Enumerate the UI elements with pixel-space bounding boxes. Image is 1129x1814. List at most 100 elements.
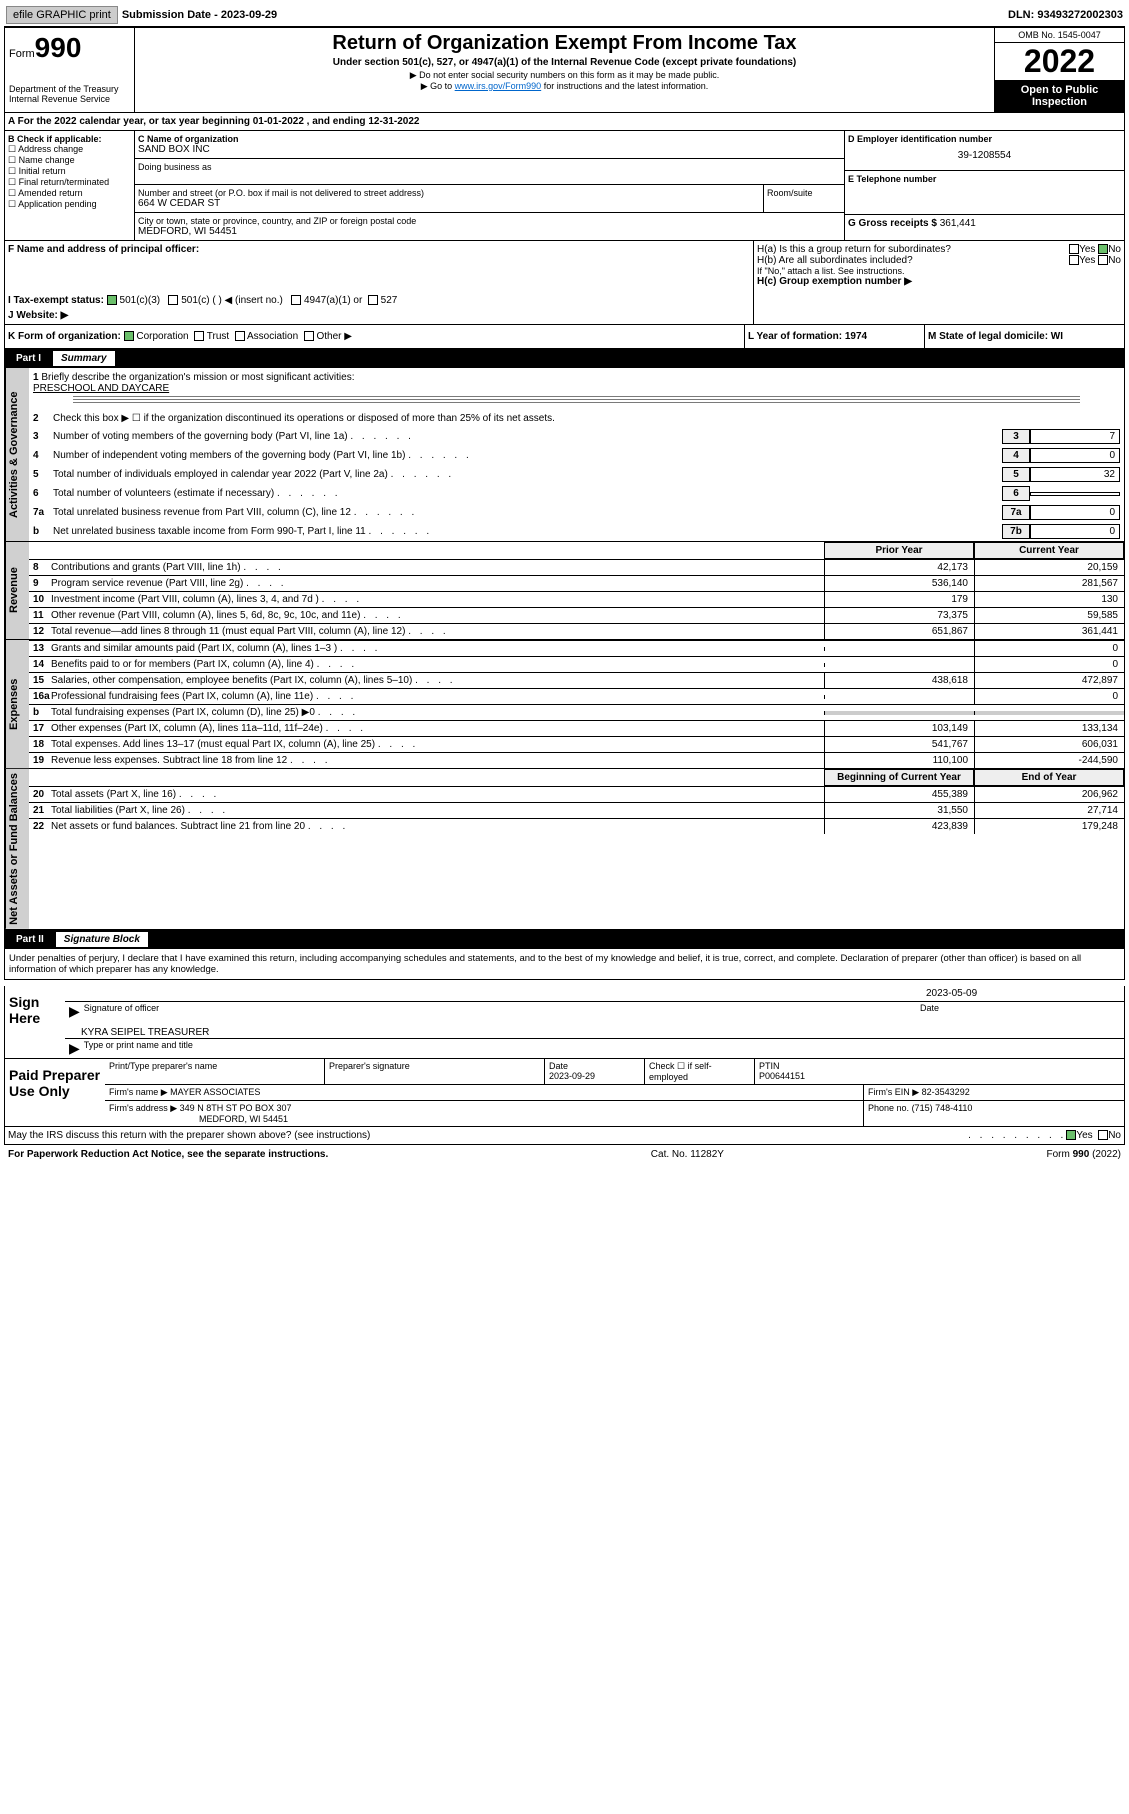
line16a-cy: 0 [974,689,1124,704]
chk-discuss-yes[interactable] [1066,1130,1076,1140]
gross-receipts-label: G Gross receipts $ [848,218,937,229]
chk-hb-yes[interactable] [1069,255,1079,265]
chk-ha-yes[interactable] [1069,244,1079,254]
lineb-text: Total fundraising expenses (Part IX, col… [49,705,824,720]
ein-label: D Employer identification number [848,134,1121,144]
line20-text: Total assets (Part X, line 16) . . . . [49,787,824,802]
line3-text: Number of voting members of the governin… [53,431,1002,442]
line9-text: Program service revenue (Part VIII, line… [49,576,824,591]
lineb-text: Net unrelated business taxable income fr… [53,526,1002,537]
line12-py: 651,867 [824,624,974,639]
state-domicile: M State of legal domicile: WI [924,325,1124,348]
prep-sig-label: Preparer's signature [325,1059,545,1084]
line9-cy: 281,567 [974,576,1124,591]
box-b: B Check if applicable: ☐ Address change … [5,131,135,240]
line16a-py [824,695,974,699]
sig-officer-label: Signature of officer [84,1003,920,1020]
vtab-revenue: Revenue [5,542,29,639]
tax-year: 2022 [995,43,1124,80]
row-klm: K Form of organization: Corporation Trus… [4,325,1125,349]
hb-note: If "No," attach a list. See instructions… [757,266,1121,276]
lineb-value: 0 [1030,524,1120,539]
line13-py [824,647,974,651]
chk-final-return[interactable]: ☐ Final return/terminated [8,177,131,188]
city-value: MEDFORD, WI 54451 [138,226,841,237]
chk-4947[interactable] [291,295,301,305]
ein-value: 39-1208554 [848,144,1121,167]
line6-value [1030,492,1120,496]
street-value: 664 W CEDAR ST [138,198,760,209]
line15-cy: 472,897 [974,673,1124,688]
section-governance: Activities & Governance 1 Briefly descri… [4,368,1125,542]
line8-text: Contributions and grants (Part VIII, lin… [49,560,824,575]
line14-py [824,663,974,667]
chk-assoc[interactable] [235,331,245,341]
line18-py: 541,767 [824,737,974,752]
submission-date: Submission Date - 2023-09-29 [122,9,277,21]
line5-value: 32 [1030,467,1120,482]
firm-phone: (715) 748-4110 [912,1103,973,1113]
line5-text: Total number of individuals employed in … [53,469,1002,480]
chk-name-change[interactable]: ☐ Name change [8,155,131,166]
footer-mid: Cat. No. 11282Y [328,1149,1046,1160]
irs-label: Internal Revenue Service [9,94,130,104]
discuss-row: May the IRS discuss this return with the… [4,1127,1125,1145]
vtab-netassets: Net Assets or Fund Balances [5,769,29,929]
officer-name: KYRA SEIPEL TREASURER [65,1021,1124,1038]
chk-hb-no[interactable] [1098,255,1108,265]
chk-527[interactable] [368,295,378,305]
line9-py: 536,140 [824,576,974,591]
line1-label: Briefly describe the organization's miss… [41,372,354,383]
line1-num: 1 [33,372,39,383]
preparer-block: Paid Preparer Use Only Print/Type prepar… [4,1059,1125,1127]
line3-value: 7 [1030,429,1120,444]
chk-amended-return[interactable]: ☐ Amended return [8,188,131,199]
line18-cy: 606,031 [974,737,1124,752]
dba-label: Doing business as [138,162,841,172]
grid-fh: F Name and address of principal officer:… [4,241,1125,325]
line10-cy: 130 [974,592,1124,607]
footer-right: Form 990 (2022) [1047,1149,1121,1160]
street-label: Number and street (or P.O. box if mail i… [138,188,760,198]
chk-trust[interactable] [194,331,204,341]
line10-text: Investment income (Part VIII, column (A)… [49,592,824,607]
penalty-text: Under penalties of perjury, I declare th… [4,949,1125,980]
note-link: ▶ Go to www.irs.gov/Form990 for instruct… [139,81,990,92]
chk-ha-no[interactable] [1098,244,1108,254]
sign-date: 2023-05-09 [924,986,1124,1001]
form-label: Form [9,48,35,60]
chk-501c3[interactable] [107,295,117,305]
prep-self-emp: Check ☐ if self-employed [645,1059,755,1084]
vtab-governance: Activities & Governance [5,368,29,541]
sig-date-label: Date [920,1003,1120,1020]
dln: DLN: 93493272002303 [1008,9,1123,21]
hc-row: H(c) Group exemption number ▶ [757,276,1121,287]
chk-discuss-no[interactable] [1098,1130,1108,1140]
line17-py: 103,149 [824,721,974,736]
efile-button[interactable]: efile GRAPHIC print [6,6,118,24]
chk-application-pending[interactable]: ☐ Application pending [8,199,131,210]
line22-text: Net assets or fund balances. Subtract li… [49,819,824,834]
form-title: Return of Organization Exempt From Incom… [139,32,990,55]
line11-cy: 59,585 [974,608,1124,623]
chk-initial-return[interactable]: ☐ Initial return [8,166,131,177]
chk-501c[interactable] [168,295,178,305]
chk-address-change[interactable]: ☐ Address change [8,144,131,155]
line18-text: Total expenses. Add lines 13–17 (must eq… [49,737,824,752]
line19-text: Revenue less expenses. Subtract line 18 … [49,753,824,768]
lineb-py [824,711,974,715]
chk-other[interactable] [304,331,314,341]
line12-text: Total revenue—add lines 8 through 11 (mu… [49,624,824,639]
line4-text: Number of independent voting members of … [53,450,1002,461]
chk-corp[interactable] [124,331,134,341]
form-number: 990 [35,32,82,63]
col-current-year: Current Year [974,542,1124,559]
line20-cy: 206,962 [974,787,1124,802]
line3-box: 3 [1002,429,1030,444]
irs-link[interactable]: www.irs.gov/Form990 [455,81,542,91]
line19-py: 110,100 [824,753,974,768]
line11-text: Other revenue (Part VIII, column (A), li… [49,608,824,623]
section-expenses: Expenses 13Grants and similar amounts pa… [4,640,1125,769]
line7a-value: 0 [1030,505,1120,520]
telephone-label: E Telephone number [848,174,1121,184]
